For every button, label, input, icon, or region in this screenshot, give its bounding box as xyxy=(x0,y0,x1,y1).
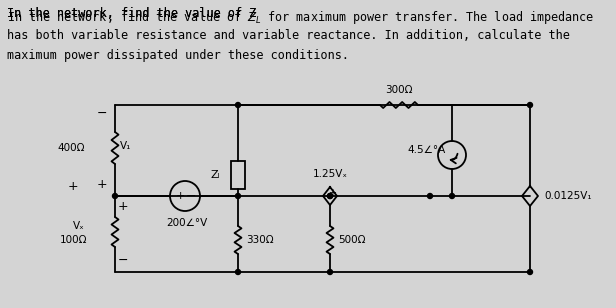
Circle shape xyxy=(328,193,333,198)
Text: −: − xyxy=(97,107,107,120)
Text: +: + xyxy=(176,191,185,201)
Circle shape xyxy=(328,193,333,198)
Text: has both variable resistance and variable reactance. In addition, calculate the: has both variable resistance and variabl… xyxy=(7,29,570,42)
Text: maximum power dissipated under these conditions.: maximum power dissipated under these con… xyxy=(7,49,349,62)
Text: Vₓ: Vₓ xyxy=(73,221,85,231)
Circle shape xyxy=(113,193,118,198)
Text: Zₗ: Zₗ xyxy=(211,170,220,180)
Text: 1.25Vₓ: 1.25Vₓ xyxy=(312,169,347,179)
Circle shape xyxy=(235,193,240,198)
Circle shape xyxy=(527,103,532,107)
Text: 300Ω: 300Ω xyxy=(385,85,413,95)
Text: +: + xyxy=(118,200,129,213)
Text: 400Ω: 400Ω xyxy=(57,143,85,153)
Text: 4.5∠°A: 4.5∠°A xyxy=(407,145,445,155)
Circle shape xyxy=(235,103,240,107)
Text: 0.0125V₁: 0.0125V₁ xyxy=(544,191,591,201)
Circle shape xyxy=(428,193,432,198)
Text: In the network, find the value of Z: In the network, find the value of Z xyxy=(7,7,256,20)
Text: 500Ω: 500Ω xyxy=(338,235,365,245)
Text: +: + xyxy=(68,180,78,192)
Text: In the network, find the value of Z: In the network, find the value of Z xyxy=(7,7,256,20)
Text: +: + xyxy=(96,177,107,191)
Text: In the network, find the value of $Z_L$ for maximum power transfer. The load imp: In the network, find the value of $Z_L$ … xyxy=(7,9,595,26)
Text: −: − xyxy=(186,189,197,202)
Text: +: + xyxy=(328,188,336,198)
Text: 330Ω: 330Ω xyxy=(246,235,274,245)
Text: 100Ω: 100Ω xyxy=(60,235,87,245)
Bar xyxy=(231,161,245,189)
Text: −: − xyxy=(118,253,129,266)
Circle shape xyxy=(235,270,240,274)
Circle shape xyxy=(527,270,532,274)
Text: V₁: V₁ xyxy=(120,141,131,151)
Circle shape xyxy=(450,193,455,198)
Text: 200∠°V: 200∠°V xyxy=(166,218,208,228)
Circle shape xyxy=(328,270,333,274)
